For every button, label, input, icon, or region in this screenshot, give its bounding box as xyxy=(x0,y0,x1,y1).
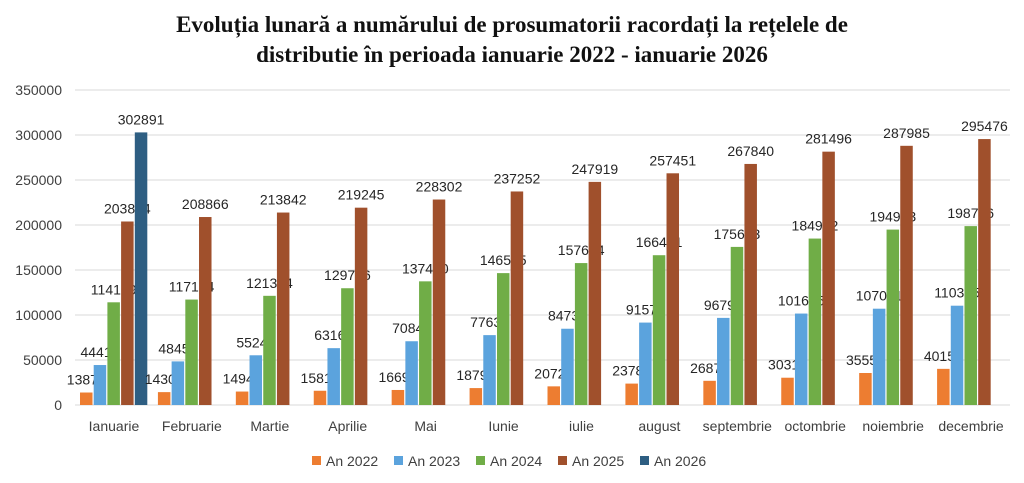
bar xyxy=(93,365,107,405)
legend-swatch xyxy=(476,456,485,465)
data-label: 257451 xyxy=(649,152,696,168)
chart-title-line-1: Evoluția lunară a numărului de prosumato… xyxy=(176,12,848,37)
bar xyxy=(263,295,276,405)
bar xyxy=(547,386,560,405)
x-tick-label: august xyxy=(638,418,680,434)
y-tick-label: 300000 xyxy=(15,127,62,143)
data-label: 219245 xyxy=(338,187,385,203)
legend-label: An 2025 xyxy=(572,453,624,469)
x-tick-label: Ianuarie xyxy=(89,418,140,434)
bar xyxy=(703,380,716,405)
legend-swatch xyxy=(558,456,567,465)
bar xyxy=(107,302,120,405)
y-tick-label: 250000 xyxy=(15,172,62,188)
bar xyxy=(978,139,991,405)
legend-swatch xyxy=(394,456,403,465)
bar xyxy=(235,391,249,405)
bar xyxy=(134,132,148,405)
bar xyxy=(822,151,835,405)
bar xyxy=(937,368,950,405)
chart-title-line-2: distributie în perioada ianuarie 2022 - … xyxy=(256,42,768,67)
bar xyxy=(639,322,652,405)
bar xyxy=(80,392,93,405)
bar xyxy=(185,299,198,405)
x-tick-label: septembrie xyxy=(703,418,772,434)
data-label: 237252 xyxy=(494,170,541,186)
legend-label: An 2023 xyxy=(408,453,460,469)
bar xyxy=(730,246,744,405)
bar xyxy=(794,313,808,405)
data-label: 267840 xyxy=(727,143,774,159)
data-label: 295476 xyxy=(961,118,1008,134)
bar xyxy=(950,305,964,405)
legend-label: An 2022 xyxy=(326,453,378,469)
bar xyxy=(313,390,327,405)
bar xyxy=(483,335,496,405)
y-tick-label: 350000 xyxy=(15,82,62,98)
bar xyxy=(859,373,872,405)
bar xyxy=(419,281,432,405)
y-tick-label: 50000 xyxy=(23,352,62,368)
y-tick-label: 150000 xyxy=(15,262,62,278)
bar xyxy=(121,221,134,405)
bar xyxy=(900,145,913,405)
bar xyxy=(964,226,977,405)
legend-label: An 2024 xyxy=(490,453,542,469)
bar xyxy=(781,377,794,405)
data-label: 213842 xyxy=(260,192,307,208)
bar xyxy=(432,199,446,405)
legend-label: An 2026 xyxy=(654,453,706,469)
x-tick-label: Aprilie xyxy=(328,418,367,434)
x-tick-label: iulie xyxy=(569,418,594,434)
bar xyxy=(199,217,212,405)
bar xyxy=(249,355,263,405)
bar xyxy=(276,212,290,405)
bar xyxy=(341,288,354,405)
legend-swatch xyxy=(640,456,649,465)
bar xyxy=(872,308,886,405)
y-tick-label: 0 xyxy=(54,397,62,413)
x-tick-label: decembrie xyxy=(938,418,1004,434)
bar xyxy=(717,317,730,405)
data-label: 208866 xyxy=(182,196,229,212)
bar xyxy=(574,263,588,405)
bar xyxy=(510,191,524,405)
x-tick-label: Mai xyxy=(414,418,437,434)
bar xyxy=(652,255,666,405)
bar xyxy=(496,273,510,405)
bar xyxy=(886,229,900,405)
data-label: 247919 xyxy=(571,161,618,177)
bar xyxy=(625,383,638,405)
bar xyxy=(469,388,483,405)
bar xyxy=(744,163,757,405)
bar xyxy=(327,348,340,405)
y-tick-label: 100000 xyxy=(15,307,62,323)
bar xyxy=(157,392,171,405)
chart-title: Evoluția lunară a numărului de prosumato… xyxy=(0,10,1024,70)
bar xyxy=(354,207,368,405)
bar xyxy=(666,173,680,405)
x-tick-label: Februarie xyxy=(162,418,222,434)
x-tick-label: Iunie xyxy=(488,418,519,434)
bar xyxy=(808,238,822,405)
legend-swatch xyxy=(312,456,321,465)
bar xyxy=(561,328,574,405)
bar xyxy=(588,181,602,405)
data-label: 281496 xyxy=(805,131,852,147)
x-tick-label: Martie xyxy=(250,418,289,434)
y-tick-label: 200000 xyxy=(15,217,62,233)
data-label: 287985 xyxy=(883,125,930,141)
x-tick-label: octombrie xyxy=(784,418,846,434)
bar xyxy=(171,361,185,405)
data-label: 302891 xyxy=(118,111,165,127)
data-label: 228302 xyxy=(416,179,463,195)
x-tick-label: noiembrie xyxy=(862,418,924,434)
bar xyxy=(391,389,405,405)
bar xyxy=(405,341,418,405)
